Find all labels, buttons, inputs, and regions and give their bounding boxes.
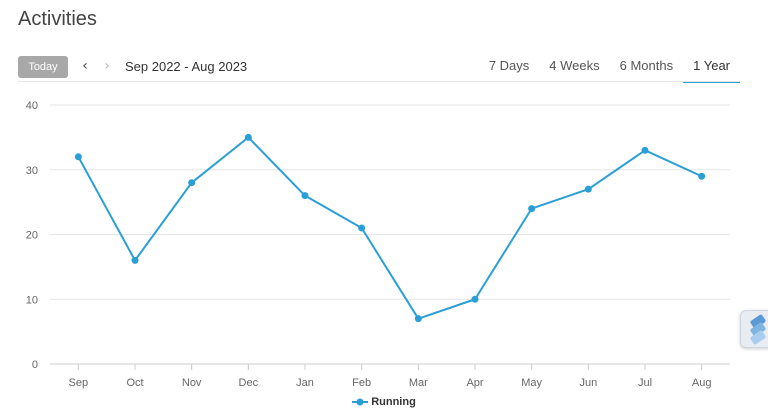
y-tick-label: 0 — [32, 359, 38, 371]
legend-item-running[interactable]: Running — [352, 396, 416, 408]
x-tick-label: Jun — [579, 377, 597, 389]
chevron-right-icon[interactable]: › — [98, 55, 116, 77]
data-point — [414, 315, 422, 323]
tab-4-weeks[interactable]: 4 Weeks — [549, 58, 600, 73]
x-tick-label: Jan — [296, 377, 314, 389]
data-point — [188, 179, 196, 187]
tab-6-months[interactable]: 6 Months — [619, 58, 674, 73]
period-tabs: 7 Days 4 Weeks 6 Months 1 Year — [479, 55, 740, 83]
chart-legend: Running — [0, 396, 768, 410]
x-tick-label: Aug — [692, 377, 712, 389]
x-tick-label: Oct — [126, 377, 143, 389]
x-tick-label: Sep — [69, 377, 89, 389]
legend-label: Running — [371, 396, 416, 408]
tab-7-days[interactable]: 7 Days — [488, 58, 530, 73]
y-tick-label: 40 — [26, 100, 38, 112]
data-point — [358, 224, 366, 232]
data-point — [74, 153, 82, 161]
data-point — [528, 205, 536, 213]
activities-line-chart: 0 10 20 30 40 Sep Oct Nov Dec Jan Feb Mar Apr May Jun J… — [26, 100, 730, 389]
toolbar-divider — [18, 81, 740, 82]
date-toolbar: Today ‹ › Sep 2022 - Aug 2023 7 Days 4 W… — [18, 55, 740, 83]
tab-1-year[interactable]: 1 Year — [683, 55, 740, 83]
x-tick-label: Feb — [352, 377, 371, 389]
x-tick-label: Mar — [409, 377, 428, 389]
y-tick-label: 20 — [26, 230, 38, 242]
x-tick-label: Nov — [182, 377, 202, 389]
data-point — [584, 185, 592, 193]
data-point — [131, 256, 139, 264]
x-tick-label: May — [521, 377, 542, 389]
today-button[interactable]: Today — [18, 56, 68, 78]
y-tick-label: 30 — [26, 165, 38, 177]
series-line-running — [77, 136, 703, 320]
y-tick-label: 10 — [26, 294, 38, 306]
date-range-label: Sep 2022 - Aug 2023 — [125, 59, 248, 74]
x-tick-label: Dec — [239, 377, 259, 389]
bookmark-stack-icon[interactable] — [740, 310, 768, 348]
chevron-left-icon[interactable]: ‹ — [76, 55, 94, 77]
data-point — [301, 192, 309, 200]
data-point — [244, 133, 252, 141]
x-tick-label: Jul — [638, 377, 652, 389]
legend-symbol — [352, 398, 369, 406]
data-point — [641, 146, 649, 154]
page-title: Activities — [18, 8, 97, 30]
data-point — [698, 172, 706, 180]
x-tick-label: Apr — [466, 377, 483, 389]
data-point — [471, 295, 479, 303]
